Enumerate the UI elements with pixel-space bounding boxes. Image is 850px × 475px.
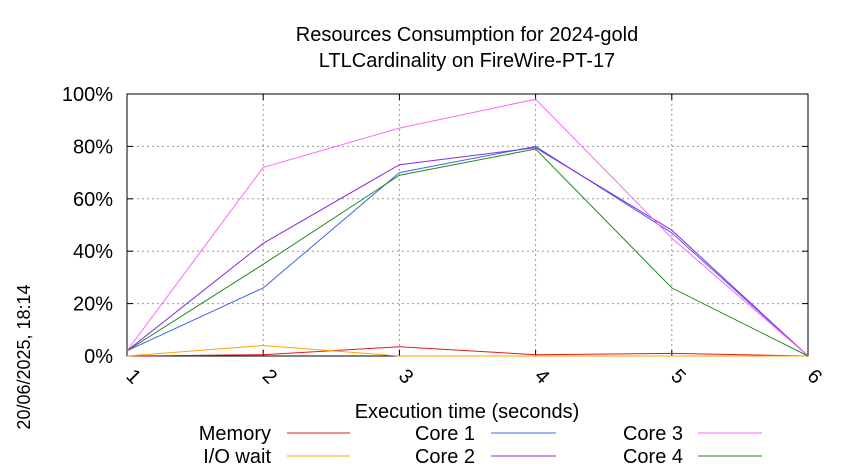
x-tick-label: 3 <box>394 365 417 388</box>
chart-title: Resources Consumption for 2024-gold <box>296 24 638 46</box>
y-tick-label: 80% <box>73 136 113 158</box>
x-tick-label: 4 <box>530 365 553 388</box>
series-line-core-2 <box>126 147 809 357</box>
y-tick-label: 100% <box>62 84 113 106</box>
legend-label-i-o-wait: I/O wait <box>203 446 271 468</box>
series-line-memory <box>126 346 809 357</box>
legend-label-core-2: Core 2 <box>415 446 475 468</box>
x-tick-label: 6 <box>803 365 826 388</box>
x-axis: 1 2 3 4 5 6 <box>122 94 826 388</box>
x-tick-label: 1 <box>122 365 145 388</box>
chart-subtitle: LTLCardinality on FireWire-PT-17 <box>319 50 615 72</box>
series-lines <box>126 98 809 357</box>
legend-label-core-1: Core 1 <box>415 423 475 445</box>
legend-label-core-4: Core 4 <box>623 446 683 468</box>
legend-label-memory: Memory <box>199 423 271 445</box>
plot-frame <box>126 93 809 357</box>
series-line-i-o-wait <box>126 344 808 357</box>
legend-label-core-3: Core 3 <box>623 423 683 445</box>
grid <box>126 93 809 357</box>
y-tick-label: 20% <box>73 294 113 316</box>
series-line-core-3 <box>126 98 809 357</box>
y-tick-label: 0% <box>84 346 113 368</box>
x-tick-label: 2 <box>258 365 281 388</box>
y-tick-label: 40% <box>73 241 113 263</box>
x-tick-label: 5 <box>666 365 689 388</box>
y-tick-label: 60% <box>73 189 113 211</box>
series-line-core-4 <box>126 148 809 357</box>
timestamp-label: 20/06/2025, 18:14 <box>14 284 34 429</box>
x-axis-label: Execution time (seconds) <box>355 401 580 423</box>
y-axis: 0% 20% 40% 60% 80% 100% <box>62 84 808 368</box>
series-line-core-1 <box>126 145 809 357</box>
